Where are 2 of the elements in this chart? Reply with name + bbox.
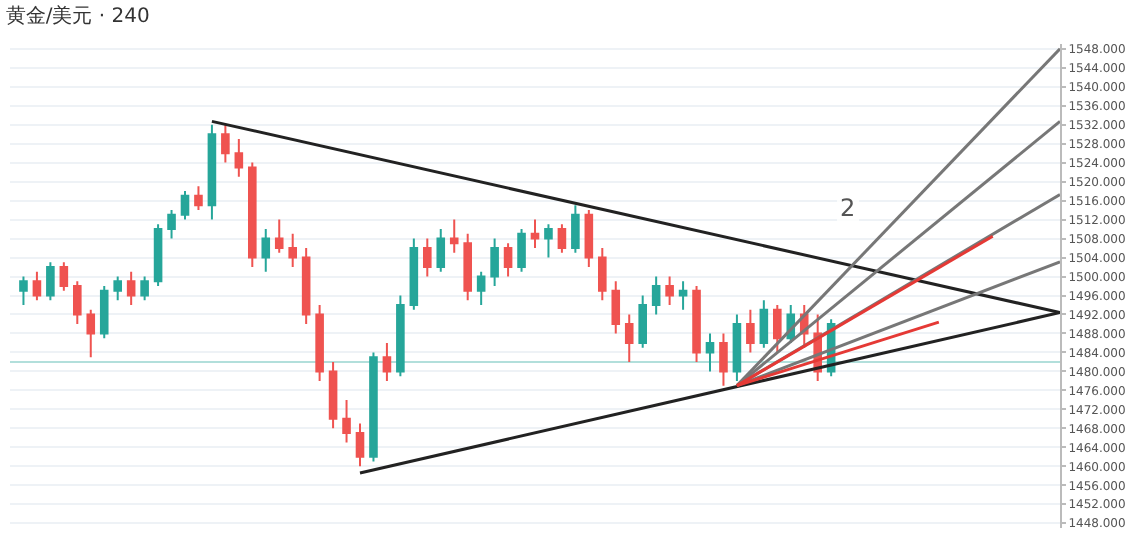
annotation: 2	[840, 194, 856, 222]
chart-title: 黄金/美元 · 240	[5, 4, 150, 29]
